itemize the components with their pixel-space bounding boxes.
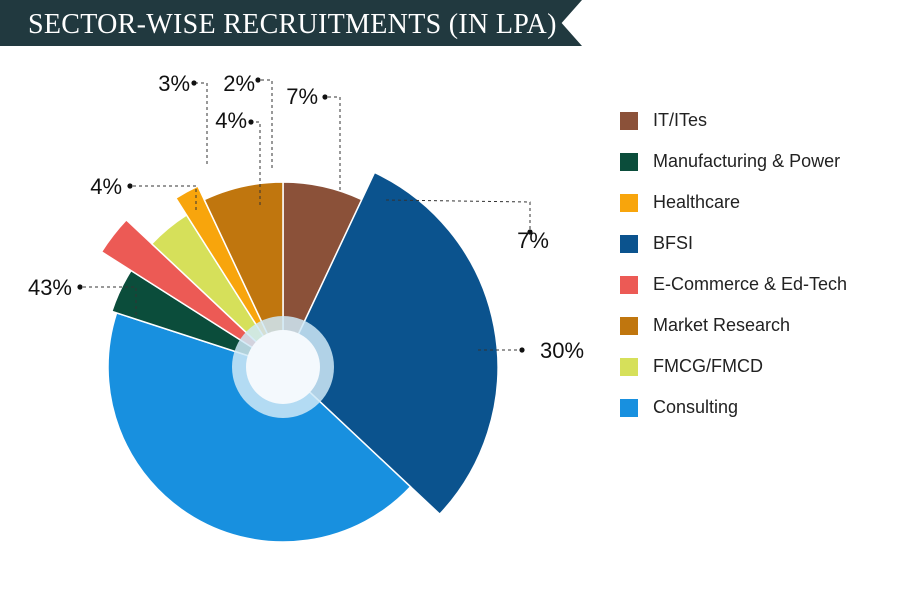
- legend-label-it: IT/ITes: [653, 110, 708, 130]
- leader-line-it: [385, 199, 531, 232]
- legend-label-fmcg: FMCG/FMCD: [653, 356, 763, 376]
- leader-dot-fmcg: [248, 119, 254, 125]
- pie-slice-consulting: [107, 311, 412, 543]
- pie-slice-healthcare: [174, 185, 284, 368]
- legend-item-ecommerce: E-Commerce & Ed-Tech: [620, 264, 847, 305]
- legend-swatch-healthcare: [620, 193, 638, 212]
- leader-line-ecommerce: [194, 82, 208, 164]
- legend-item-healthcare: Healthcare: [620, 182, 847, 223]
- legend-item-consulting: Consulting: [620, 387, 847, 428]
- legend-label-manufacturing: Manufacturing & Power: [653, 151, 841, 171]
- pie-slice-bfsi: [282, 171, 499, 516]
- leader-line-market: [325, 96, 341, 190]
- legend-swatch-fmcg: [620, 357, 638, 376]
- chart-title: SECTOR-WISE RECRUITMENTS (IN LPA): [28, 9, 557, 40]
- legend-label-market: Market Research: [653, 315, 791, 335]
- center-hole: [246, 330, 320, 404]
- leader-dot-healthcare: [255, 77, 261, 83]
- legend-item-fmcg: FMCG/FMCD: [620, 346, 847, 387]
- pie-slice-ecommerce: [100, 218, 284, 368]
- legend-swatch-consulting: [620, 398, 638, 417]
- legend-swatch-market: [620, 316, 638, 335]
- data-label-healthcare: 2%: [223, 71, 255, 96]
- legend-label-consulting: Consulting: [653, 397, 739, 417]
- leader-dot-consulting: [77, 284, 83, 290]
- data-label-manufacturing: 4%: [90, 174, 122, 199]
- data-label-bfsi: 30%: [540, 338, 584, 363]
- legend-swatch-manufacturing: [620, 152, 638, 171]
- leader-dot-bfsi: [519, 347, 525, 353]
- leader-dot-manufacturing: [127, 183, 133, 189]
- leader-dot-market: [322, 94, 328, 100]
- legend-item-market: Market Research: [620, 305, 847, 346]
- legend-item-it: IT/ITes: [620, 100, 847, 141]
- data-label-market: 7%: [286, 84, 318, 109]
- data-label-it: 7%: [517, 228, 549, 253]
- leader-line-healthcare: [258, 79, 273, 168]
- leader-dot-ecommerce: [191, 80, 197, 86]
- data-label-fmcg: 4%: [215, 108, 247, 133]
- title-banner: SECTOR-WISE RECRUITMENTS (IN LPA): [0, 0, 582, 46]
- leader-line-manufacturing: [130, 185, 197, 210]
- data-label-ecommerce: 3%: [158, 71, 190, 96]
- legend-label-healthcare: Healthcare: [653, 192, 741, 212]
- legend-label-ecommerce: E-Commerce & Ed-Tech: [653, 274, 848, 294]
- legend-swatch-it: [620, 111, 638, 130]
- legend-item-manufacturing: Manufacturing & Power: [620, 141, 847, 182]
- data-label-consulting: 43%: [28, 275, 72, 300]
- legend-swatch-ecommerce: [620, 275, 638, 294]
- legend-item-bfsi: BFSI: [620, 223, 847, 264]
- legend-label-bfsi: BFSI: [653, 233, 694, 253]
- leader-dot-it: [527, 229, 533, 235]
- legend: IT/ITes Manufacturing & Power Healthcare BF…: [620, 100, 847, 428]
- legend-swatch-bfsi: [620, 234, 638, 253]
